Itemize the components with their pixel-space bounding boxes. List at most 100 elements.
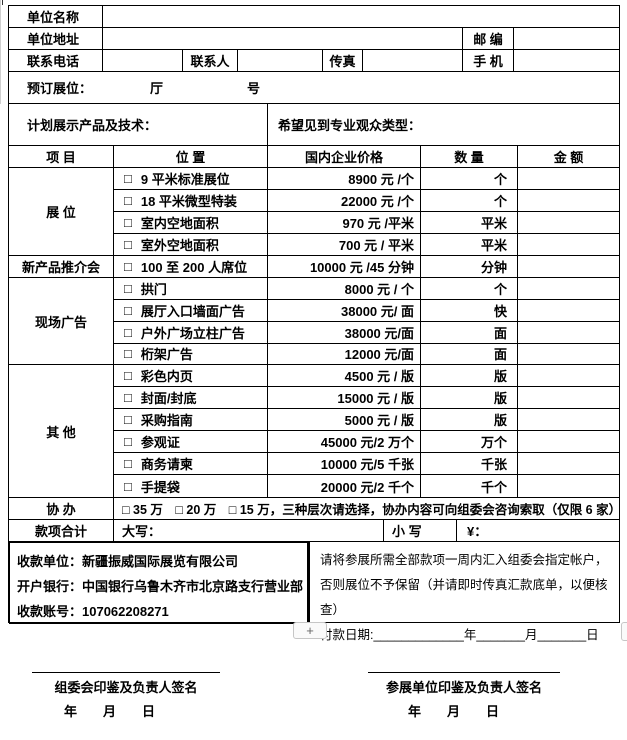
phone-input-cell[interactable] bbox=[103, 50, 183, 71]
table-row: □ 商务请柬 10000 元/5 千张 千张 bbox=[114, 453, 619, 476]
unit-cell: 版 bbox=[421, 365, 518, 387]
item-label: 拱门 bbox=[140, 281, 167, 297]
table-header-row: 项 目 位 置 国内企业价格 数 量 金 额 bbox=[9, 146, 619, 168]
amount-input-cell[interactable] bbox=[518, 431, 619, 452]
group-promotion: 新产品推介会 bbox=[9, 256, 113, 278]
amount-input-cell[interactable] bbox=[518, 234, 619, 255]
price-cell: 4500 元 / 版 bbox=[268, 365, 421, 387]
mobile-input-cell[interactable] bbox=[514, 50, 619, 71]
amount-input-cell[interactable] bbox=[518, 365, 619, 386]
price-text: 45000 元/2 万个 bbox=[320, 435, 414, 451]
price-cell: 8000 元 / 个 bbox=[268, 277, 421, 299]
postal-input-cell[interactable] bbox=[514, 28, 619, 49]
audience-cell[interactable]: 希望见到专业观众类型： bbox=[268, 104, 619, 145]
cohost-options-cell[interactable]: □ 35 万 □ 20 万 □ 15 万，三种层次请选择，协办内容可向组委会咨询… bbox=[114, 498, 619, 519]
col-header-quantity-label: 数 量 bbox=[454, 150, 484, 165]
unit-text: 个 bbox=[493, 193, 507, 209]
checkbox[interactable]: □ bbox=[124, 434, 132, 450]
amount-input-cell[interactable] bbox=[518, 322, 619, 343]
unit-cell: 分钟 bbox=[421, 255, 518, 277]
checkbox[interactable]: □ bbox=[124, 346, 132, 362]
item-cell: □ 展厅入口墙面广告 bbox=[114, 299, 268, 321]
item-cell: □ 桁架广告 bbox=[114, 343, 268, 365]
application-form-table: 单位名称 单位地址 邮 编 联系电话 联系人 传真 手 机 预订展位： 厅 bbox=[8, 5, 620, 642]
table-row: 联系电话 联系人 传真 手 机 bbox=[9, 50, 619, 72]
price-text: 20000 元/2 千个 bbox=[320, 479, 414, 495]
booking-cell[interactable]: 预订展位： 厅 号 bbox=[9, 72, 619, 103]
price-cell: 12000 元/面 bbox=[268, 343, 421, 365]
amount-input-cell[interactable] bbox=[518, 190, 619, 211]
amount-input-cell[interactable] bbox=[518, 475, 619, 497]
unit-text: 版 bbox=[493, 391, 507, 407]
group-promotion-label: 新产品推介会 bbox=[21, 259, 100, 275]
amount-words-label: 大写： bbox=[122, 524, 162, 539]
checkbox[interactable]: □ bbox=[124, 368, 132, 384]
unit-text: 平米 bbox=[480, 237, 507, 253]
contact-label-cell: 联系人 bbox=[183, 50, 238, 71]
checkbox[interactable]: □ bbox=[124, 170, 132, 186]
table-row: □ 户外广场立柱广告 38000 元/面 面 bbox=[114, 321, 619, 344]
item-cell: □ 商务请柬 bbox=[114, 453, 268, 475]
fax-input-cell[interactable] bbox=[363, 50, 463, 71]
item-cell: □ 拱门 bbox=[114, 277, 268, 299]
unit-name-input-cell[interactable] bbox=[103, 6, 619, 27]
plan-cell[interactable]: 计划展示产品及技术： bbox=[9, 104, 268, 145]
payee-line: 收款单位：新疆振威国际展览有限公司 bbox=[17, 554, 239, 569]
col-header-amount: 金 额 bbox=[518, 146, 619, 167]
amount-input-cell[interactable] bbox=[518, 409, 619, 430]
checkbox[interactable]: □ bbox=[124, 390, 132, 406]
amount-figures-cell[interactable]: ¥： bbox=[457, 520, 619, 541]
unit-text: 个 bbox=[493, 171, 507, 187]
item-label: 户外广场立柱广告 bbox=[140, 325, 245, 341]
price-text: 700 元 / 平米 bbox=[338, 237, 414, 253]
plan-label: 计划展示产品及技术： bbox=[27, 118, 158, 133]
unit-text: 平米 bbox=[480, 215, 507, 231]
checkbox[interactable]: □ bbox=[124, 324, 132, 340]
item-label: 彩色内页 bbox=[140, 369, 193, 385]
checkbox[interactable]: □ bbox=[124, 478, 132, 494]
contact-input-cell[interactable] bbox=[238, 50, 323, 71]
unit-cell: 面 bbox=[421, 343, 518, 365]
price-text: 8000 元 / 个 bbox=[344, 281, 414, 297]
committee-date-line: 年 月 日 bbox=[64, 704, 156, 719]
group-ads-label: 现场广告 bbox=[34, 314, 87, 330]
item-cell: □ 彩色内页 bbox=[114, 365, 268, 387]
checkbox[interactable]: □ bbox=[124, 192, 132, 208]
amount-words-cell[interactable]: 大写： bbox=[114, 520, 384, 541]
unit-text: 千个 bbox=[480, 479, 507, 495]
col-header-item-label: 项 目 bbox=[46, 150, 76, 165]
add-column-button[interactable] bbox=[621, 622, 627, 641]
amount-input-cell[interactable] bbox=[518, 344, 619, 365]
checkbox[interactable]: □ bbox=[124, 412, 132, 428]
price-cell: 700 元 / 平米 bbox=[268, 233, 421, 255]
amount-input-cell[interactable] bbox=[518, 278, 619, 299]
unit-address-input-cell[interactable] bbox=[103, 28, 463, 49]
checkbox[interactable]: □ bbox=[124, 214, 132, 230]
item-label: 展厅入口墙面广告 bbox=[140, 303, 245, 319]
amount-input-cell[interactable] bbox=[518, 387, 619, 408]
amount-input-cell[interactable] bbox=[518, 212, 619, 233]
checkbox[interactable]: □ bbox=[124, 258, 132, 274]
mobile-label-cell: 手 机 bbox=[463, 50, 514, 71]
checkbox[interactable]: □ bbox=[124, 280, 132, 296]
table-row: □ 18 平米微型特装 22000 元 /个 个 bbox=[114, 189, 619, 212]
table-row: □ 采购指南 5000 元 / 版 版 bbox=[114, 409, 619, 432]
booking-label: 预订展位： bbox=[27, 81, 93, 96]
total-row: 款项合计 大写： 小 写 ¥： bbox=[9, 520, 619, 542]
group-ads: 现场广告 bbox=[9, 278, 113, 366]
amount-input-cell[interactable] bbox=[518, 168, 619, 189]
cohost-row: 协 办 □ 35 万 □ 20 万 □ 15 万，三种层次请选择，协办内容可向组… bbox=[9, 498, 619, 520]
amount-input-cell[interactable] bbox=[518, 300, 619, 321]
checkbox[interactable]: □ bbox=[124, 302, 132, 318]
checkbox[interactable]: □ bbox=[124, 456, 132, 472]
col-header-position: 位 置 bbox=[114, 146, 268, 167]
payment-date-line[interactable]: 付款日期:_____________年_______月_______日 bbox=[320, 628, 599, 642]
items-section: 展 位 新产品推介会 现场广告 其 他 □ 9 平米标准展位 8900 元 /个 … bbox=[9, 168, 619, 498]
amount-input-cell[interactable] bbox=[518, 453, 619, 474]
amount-input-cell[interactable] bbox=[518, 256, 619, 277]
unit-text: 面 bbox=[493, 325, 507, 341]
table-row: 单位地址 邮 编 bbox=[9, 28, 619, 50]
add-row-button[interactable]: + bbox=[293, 622, 327, 639]
item-label: 室外空地面积 bbox=[140, 237, 219, 253]
checkbox[interactable]: □ bbox=[124, 236, 132, 252]
